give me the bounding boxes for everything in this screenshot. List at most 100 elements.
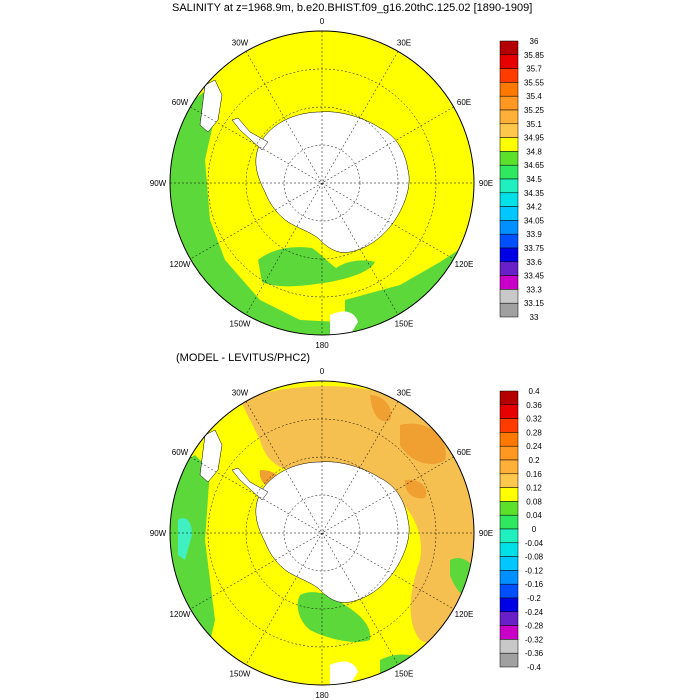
longitude-label: 30E	[397, 389, 411, 398]
colorbar-swatch	[499, 164, 519, 180]
colorbar-label: -0.4	[527, 663, 541, 672]
colorbar-swatch	[499, 220, 519, 235]
diff-orange-patch1	[370, 395, 392, 422]
colorbar-label: 33	[530, 313, 539, 322]
diff-cyan-patch	[178, 518, 192, 560]
colorbar-label: 0.2	[528, 456, 540, 465]
colorbar-label: 34.2	[526, 203, 542, 212]
colorbar-swatch	[499, 95, 519, 111]
diff-green-ross	[297, 592, 371, 642]
colorbar-swatch	[499, 404, 519, 419]
panel1-colorbar: 36 35.85 35.7 35.55 35.4 35.25 35.1 34.95 34.8 34…	[499, 37, 545, 322]
colorbar-label: 35.25	[524, 106, 545, 115]
colorbar-swatch	[499, 137, 519, 152]
longitude-label: 30E	[397, 39, 411, 48]
colorbar-swatch	[499, 390, 519, 406]
colorbar-label: 33.6	[526, 258, 542, 267]
colorbar-swatch	[499, 192, 519, 207]
salinity-green-region	[170, 85, 345, 335]
panel2-colorbar: 0.4 0.36 0.32 0.28 0.24 0.2 0.16 0.12 0.08 0.04 0 -…	[499, 387, 544, 672]
colorbar-label: 34.65	[524, 161, 545, 170]
salinity-green-ross	[258, 247, 375, 287]
antarctica-land-2	[255, 461, 410, 603]
colorbar-swatch	[499, 501, 519, 516]
colorbar-label: 0.08	[526, 497, 542, 506]
colorbar-label: 0.12	[526, 484, 542, 493]
colorbar-swatch	[499, 542, 519, 557]
colorbar-label: 33.45	[524, 272, 545, 281]
longitude-label: 0	[320, 17, 325, 26]
colorbar-swatch	[499, 514, 519, 530]
colorbar-swatch	[499, 473, 519, 488]
colorbar-swatch	[499, 583, 519, 599]
colorbar-label: -0.08	[525, 553, 544, 562]
colorbar-swatch	[499, 432, 519, 447]
colorbar-swatch	[499, 597, 519, 613]
colorbar-swatch	[499, 261, 519, 276]
antarctica-land	[255, 111, 410, 253]
colorbar-label: -0.36	[525, 649, 544, 658]
colorbar-swatch	[499, 302, 519, 318]
colorbar-label: 34.05	[524, 216, 545, 225]
longitude-label: 180	[315, 691, 329, 700]
colorbar-label: 36	[530, 37, 539, 46]
longitude-label: 150W	[230, 319, 251, 328]
colorbar-label: -0.16	[525, 580, 544, 589]
colorbar-swatch	[499, 178, 519, 194]
colorbar-swatch	[499, 625, 519, 640]
colorbar-swatch	[499, 40, 519, 56]
longitude-label: 60W	[172, 98, 189, 107]
colorbar-swatch	[499, 109, 519, 125]
longitude-label: 60W	[172, 448, 189, 457]
longitude-label: 120E	[455, 260, 474, 269]
colorbar-label: 34.95	[524, 134, 545, 143]
panel2-map-border	[169, 380, 475, 686]
longitude-label: 90W	[150, 179, 167, 188]
colorbar-label: 34.35	[524, 189, 545, 198]
colorbar-swatch	[499, 570, 519, 585]
south-america-land	[199, 79, 223, 133]
colorbar-label: 35.4	[526, 92, 542, 101]
longitude-label: 60E	[457, 98, 471, 107]
colorbar-swatch	[499, 206, 519, 221]
colorbar-label: 33.75	[524, 244, 545, 253]
longitude-label: 150W	[230, 669, 251, 678]
colorbar-label: -0.32	[525, 635, 544, 644]
colorbar-label: 35.1	[526, 120, 542, 129]
longitude-label: 60E	[457, 448, 471, 457]
colorbar-label: 33.9	[526, 230, 542, 239]
colorbar-label: 0.28	[526, 428, 542, 437]
colorbar-label: -0.28	[525, 622, 544, 631]
longitude-label: 120W	[170, 610, 191, 619]
colorbar-swatch	[499, 652, 519, 668]
colorbar-label: 35.55	[524, 78, 545, 87]
colorbar-label: -0.12	[525, 566, 544, 575]
colorbar-swatch	[499, 54, 519, 69]
panel2-graticule	[170, 381, 474, 685]
colorbar-label: 0.16	[526, 470, 542, 479]
colorbar-label: 35.7	[526, 65, 542, 74]
panel1-title: SALINITY at z=1968.9m, b.e20.BHIST.f09_g…	[172, 2, 533, 14]
colorbar-swatch	[499, 556, 519, 571]
diff-orange-patch2	[400, 423, 446, 465]
panel1-map-border	[169, 30, 475, 336]
longitude-label: 150E	[395, 669, 414, 678]
panel2-map: 0 30E 60E 90E 120E 150E 180 150W 120W 90W 60W 30W	[150, 367, 493, 700]
longitude-label: 90E	[479, 529, 493, 538]
panel2-longitude-labels: 0 30E 60E 90E 120E 150E 180 150W 120W 90W 60W 30W	[150, 367, 493, 700]
longitude-label: 30W	[232, 39, 249, 48]
colorbar-swatch	[499, 459, 519, 475]
colorbar-swatch	[499, 639, 519, 654]
longitude-label: 120E	[455, 610, 474, 619]
colorbar-swatch	[499, 445, 519, 461]
colorbar-label: 0.36	[526, 401, 542, 410]
colorbar-label: 0.32	[526, 415, 542, 424]
antarctic-peninsula-2	[231, 467, 269, 501]
longitude-label: 30W	[232, 389, 249, 398]
colorbar-label: -0.24	[525, 608, 544, 617]
panel1-longitude-labels: 0 30E 60E 90E 120E 150E 180 150W 120W 90W 60W 30W	[150, 17, 493, 350]
colorbar-swatch	[499, 289, 519, 304]
colorbar-label: 33.3	[526, 285, 542, 294]
colorbar-swatch	[499, 247, 519, 263]
new-zealand-land	[330, 311, 358, 335]
